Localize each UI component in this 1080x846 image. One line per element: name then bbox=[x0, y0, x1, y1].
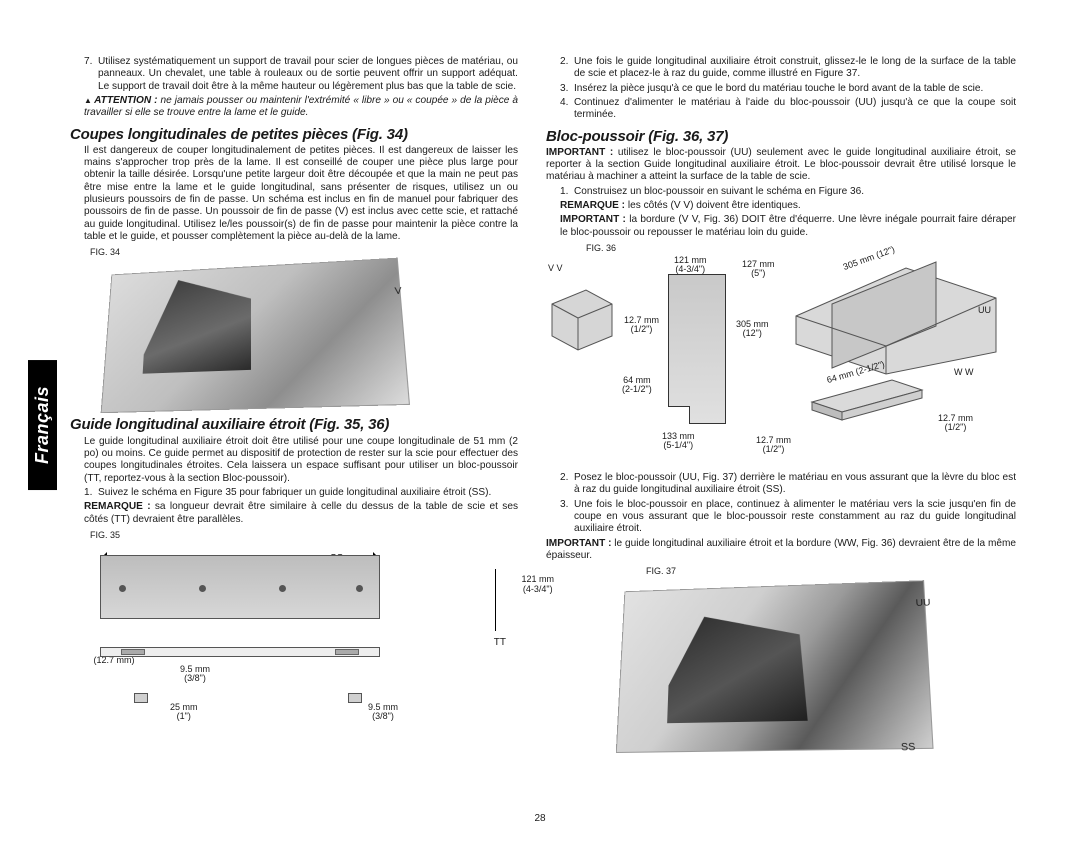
remark: REMARQUE : les côtés (V V) doivent être … bbox=[546, 200, 1016, 212]
important-label: IMPORTANT : bbox=[546, 538, 611, 549]
body-text: Utilisez systématiquement un support de … bbox=[98, 56, 518, 92]
important: IMPORTANT : le guide longitudinal auxili… bbox=[546, 538, 1016, 563]
body-text: Construisez un bloc-poussoir en suivant … bbox=[574, 186, 864, 197]
column-right: 2.Une fois le guide longitudinal auxilia… bbox=[546, 56, 1016, 796]
body-text: Il est dangereux de couper longitudinale… bbox=[70, 145, 518, 244]
figure-caption: FIG. 37 bbox=[646, 566, 1016, 577]
figure-caption: FIG. 34 bbox=[90, 247, 518, 258]
important-text: utilisez le bloc-poussoir (UU) seulement… bbox=[546, 147, 1016, 183]
figure-37: UU SS bbox=[616, 580, 934, 753]
remark-label: REMARQUE : bbox=[84, 501, 151, 512]
figure-36: V V 121 mm(4-3/4") 127 mm(5") 12.7 mm(1/… bbox=[546, 256, 1016, 466]
dim: 133 mm(5-1/4") bbox=[662, 432, 695, 451]
language-tab: Français bbox=[28, 360, 57, 490]
figure-34: V bbox=[101, 258, 410, 414]
important: IMPORTANT : la bordure (V V, Fig. 36) DO… bbox=[546, 214, 1016, 239]
remark-text: les côtés (V V) doivent être identiques. bbox=[628, 200, 801, 211]
body-text: Continuez d'alimenter le matériau à l'ai… bbox=[574, 97, 1016, 120]
dim: 12.7 mm(1/2") bbox=[756, 436, 791, 455]
list-item: 3.Insérez la pièce jusqu'à ce que le bor… bbox=[560, 83, 1016, 95]
list-item: 2.Une fois le guide longitudinal auxilia… bbox=[560, 56, 1016, 81]
callout-uu: UU bbox=[978, 306, 991, 315]
list-item: 4.Continuez d'alimenter le matériau à l'… bbox=[560, 97, 1016, 122]
list-item: 1.Suivez le schéma en Figure 35 pour fab… bbox=[84, 487, 518, 499]
dim: 12.7 mm(1/2") bbox=[938, 414, 973, 433]
remark: REMARQUE : sa longueur devrait être simi… bbox=[70, 501, 518, 526]
dim: (3/8") bbox=[372, 711, 394, 721]
callout-uu: UU bbox=[916, 598, 931, 610]
callout-tt: TT bbox=[494, 637, 506, 649]
dim: 305 mm(12") bbox=[736, 320, 769, 339]
content-columns: 7.Utilisez systématiquement un support d… bbox=[70, 56, 1016, 796]
section-heading: Bloc-poussoir (Fig. 36, 37) bbox=[546, 128, 1016, 146]
dim: (1") bbox=[177, 711, 191, 721]
figure-35: SS 121 mm (4-3/4") TT 1/2" (12.7 mm) bbox=[100, 555, 470, 657]
important-label: IMPORTANT : bbox=[546, 147, 613, 158]
warning-label: ATTENTION : bbox=[94, 95, 157, 106]
body-text: Le guide longitudinal auxiliaire étroit … bbox=[70, 436, 518, 485]
list-item: 1.Construisez un bloc-poussoir en suivan… bbox=[560, 186, 1016, 198]
important-label: IMPORTANT : bbox=[560, 214, 626, 225]
section-heading: Guide longitudinal auxiliaire étroit (Fi… bbox=[70, 416, 518, 434]
dim: (3/8") bbox=[184, 673, 206, 683]
body-text: Insérez la pièce jusqu'à ce que le bord … bbox=[574, 83, 983, 94]
column-left: 7.Utilisez systématiquement un support d… bbox=[70, 56, 518, 796]
important-text: le guide longitudinal auxiliaire étroit … bbox=[546, 538, 1016, 561]
body-text: Posez le bloc-poussoir (UU, Fig. 37) der… bbox=[574, 472, 1016, 495]
page-number: 28 bbox=[0, 813, 1080, 824]
important: IMPORTANT : utilisez le bloc-poussoir (U… bbox=[546, 147, 1016, 184]
callout-ss: SS bbox=[901, 742, 916, 755]
remark-label: REMARQUE : bbox=[560, 200, 625, 211]
dim: 64 mm(2-1/2") bbox=[622, 376, 652, 395]
callout-v: V bbox=[394, 286, 402, 298]
dim: 12.7 mm(1/2") bbox=[624, 316, 659, 335]
callout-vv: V V bbox=[548, 264, 563, 273]
figure-caption: FIG. 35 bbox=[90, 530, 518, 541]
important-text: la bordure (V V, Fig. 36) DOIT être d'éq… bbox=[560, 214, 1016, 237]
list-item: 7.Utilisez systématiquement un support d… bbox=[84, 56, 518, 93]
callout-ww: W W bbox=[954, 368, 974, 377]
body-text: Une fois le guide longitudinal auxiliair… bbox=[574, 56, 1016, 79]
dim: (4-3/4") bbox=[523, 584, 553, 594]
warning-line: ATTENTION : ne jamais pousser ou mainten… bbox=[70, 95, 518, 120]
body-text: Une fois le bloc-poussoir en place, cont… bbox=[574, 499, 1016, 535]
body-text: Suivez le schéma en Figure 35 pour fabri… bbox=[98, 487, 491, 498]
list-item: 3.Une fois le bloc-poussoir en place, co… bbox=[560, 499, 1016, 536]
dim: 121 mm bbox=[521, 574, 554, 584]
figure-caption: FIG. 36 bbox=[586, 243, 1016, 254]
dim: 121 mm(4-3/4") bbox=[674, 256, 707, 275]
list-item: 2.Posez le bloc-poussoir (UU, Fig. 37) d… bbox=[560, 472, 1016, 497]
section-heading: Coupes longitudinales de petites pièces … bbox=[70, 126, 518, 144]
dim: 127 mm(5") bbox=[742, 260, 775, 279]
